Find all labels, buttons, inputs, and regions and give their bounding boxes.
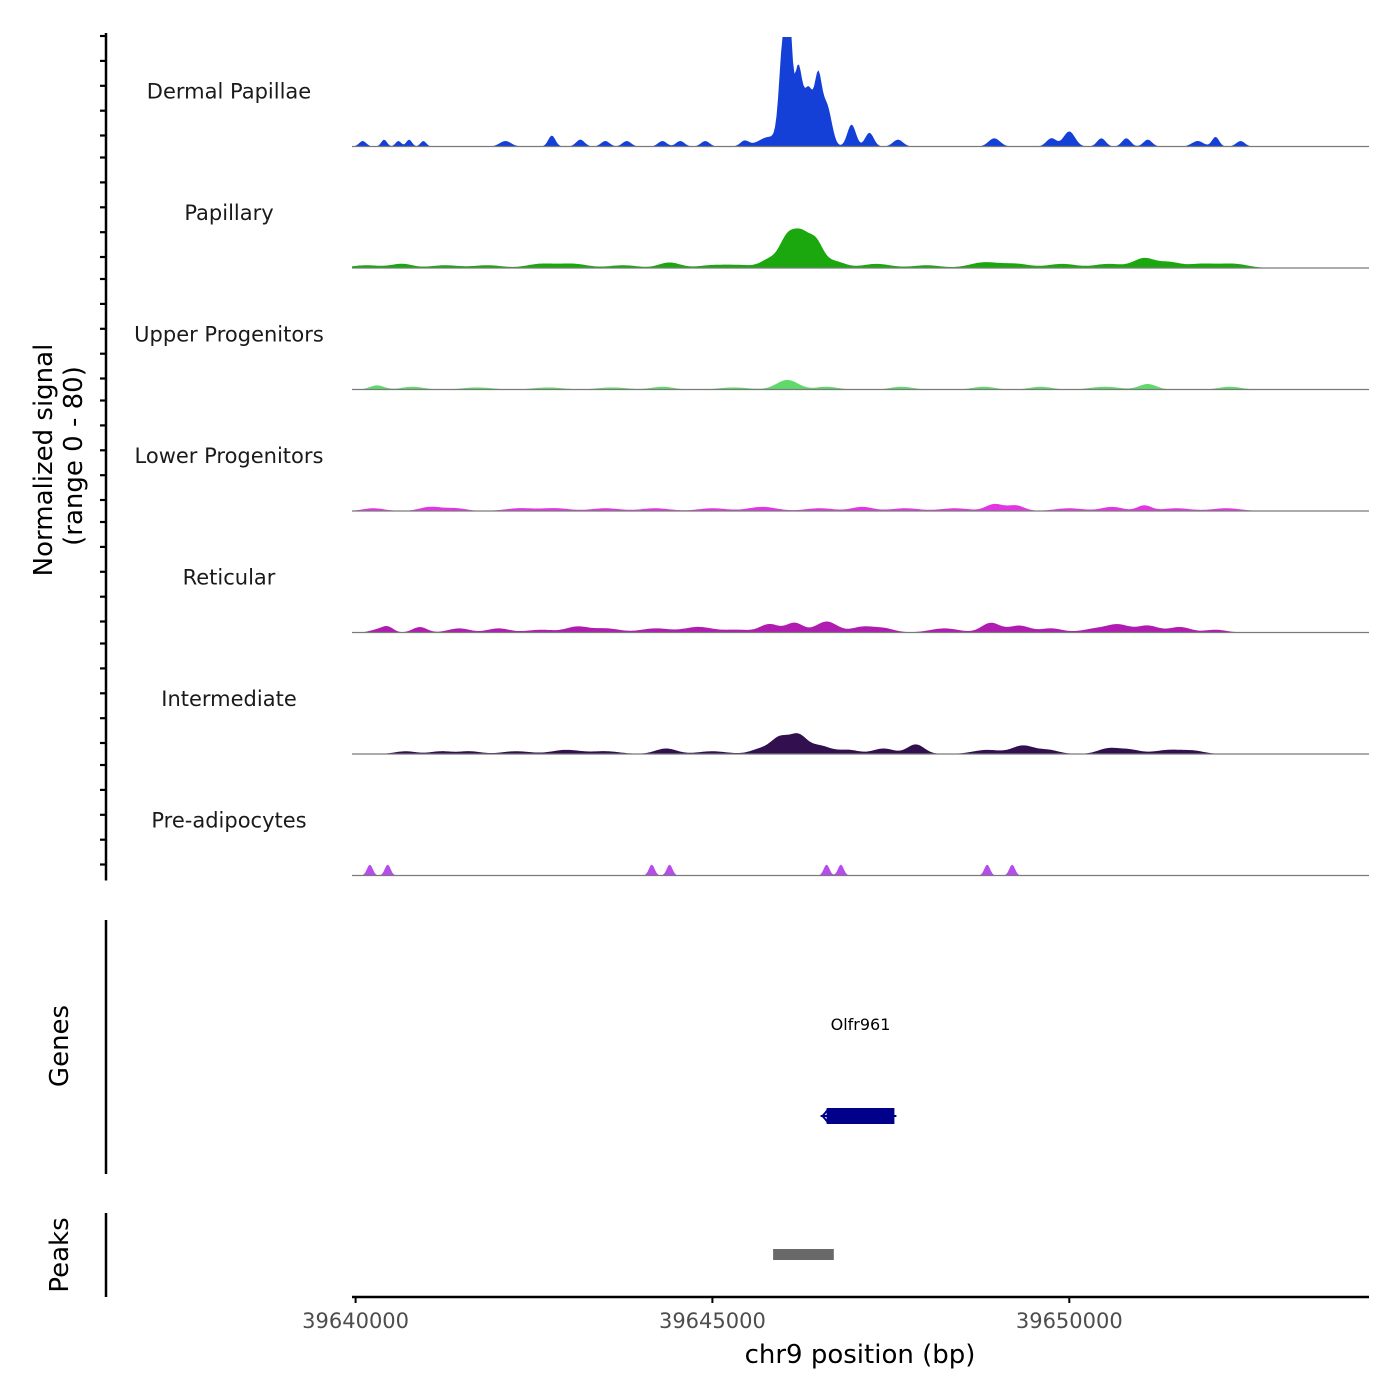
signal-area bbox=[352, 228, 1369, 268]
x-axis-title: chr9 position (bp) bbox=[745, 1340, 976, 1370]
track-label: Reticular bbox=[183, 566, 276, 590]
peak-region-track bbox=[773, 1249, 834, 1260]
y-axis-title-line2: (range 0 - 80) bbox=[59, 366, 89, 546]
track-label: Upper Progenitors bbox=[134, 323, 324, 347]
track-papillary: Papillary bbox=[184, 201, 1369, 269]
genes-axis-title: Genes bbox=[45, 1005, 75, 1087]
track-pre-adipocytes: Pre-adipocytes bbox=[151, 809, 1369, 877]
x-tick-label: 39645000 bbox=[659, 1309, 766, 1333]
gene-track: Olfr961 bbox=[820, 1015, 897, 1124]
track-label: Dermal Papillae bbox=[147, 80, 311, 104]
track-label: Intermediate bbox=[161, 687, 297, 711]
gene-olfr961: Olfr961 bbox=[820, 1015, 897, 1124]
signal-area bbox=[352, 37, 1369, 147]
signal-tracks: Dermal Papillae Papillary Upper Progenitor… bbox=[134, 37, 1369, 877]
track-dermal-papillae: Dermal Papillae bbox=[147, 37, 1369, 148]
signal-area bbox=[352, 621, 1369, 633]
y-axis-title-line1: Normalized signal bbox=[29, 344, 59, 577]
track-upper-progenitors: Upper Progenitors bbox=[134, 323, 1369, 391]
track-lower-progenitors: Lower Progenitors bbox=[135, 444, 1369, 512]
signal-y-axis bbox=[100, 33, 108, 881]
track-label: Papillary bbox=[184, 201, 273, 225]
signal-area bbox=[352, 503, 1369, 511]
x-tick-label: 39650000 bbox=[1016, 1309, 1123, 1333]
track-label: Lower Progenitors bbox=[135, 444, 324, 468]
peak-region bbox=[773, 1249, 834, 1260]
strand-arrow-icon bbox=[821, 1109, 829, 1123]
signal-area bbox=[352, 864, 1369, 876]
gene-exon bbox=[826, 1108, 895, 1124]
position-x-axis: 39640000 39645000 39650000 bbox=[302, 1297, 1123, 1333]
track-intermediate: Intermediate bbox=[161, 687, 1369, 755]
x-tick-label: 39640000 bbox=[302, 1309, 409, 1333]
track-label: Pre-adipocytes bbox=[151, 809, 306, 833]
signal-area bbox=[352, 733, 1369, 754]
track-reticular: Reticular bbox=[183, 566, 1369, 634]
signal-area bbox=[352, 379, 1369, 390]
peaks-axis-title: Peaks bbox=[45, 1217, 75, 1292]
gene-label: Olfr961 bbox=[831, 1015, 891, 1034]
